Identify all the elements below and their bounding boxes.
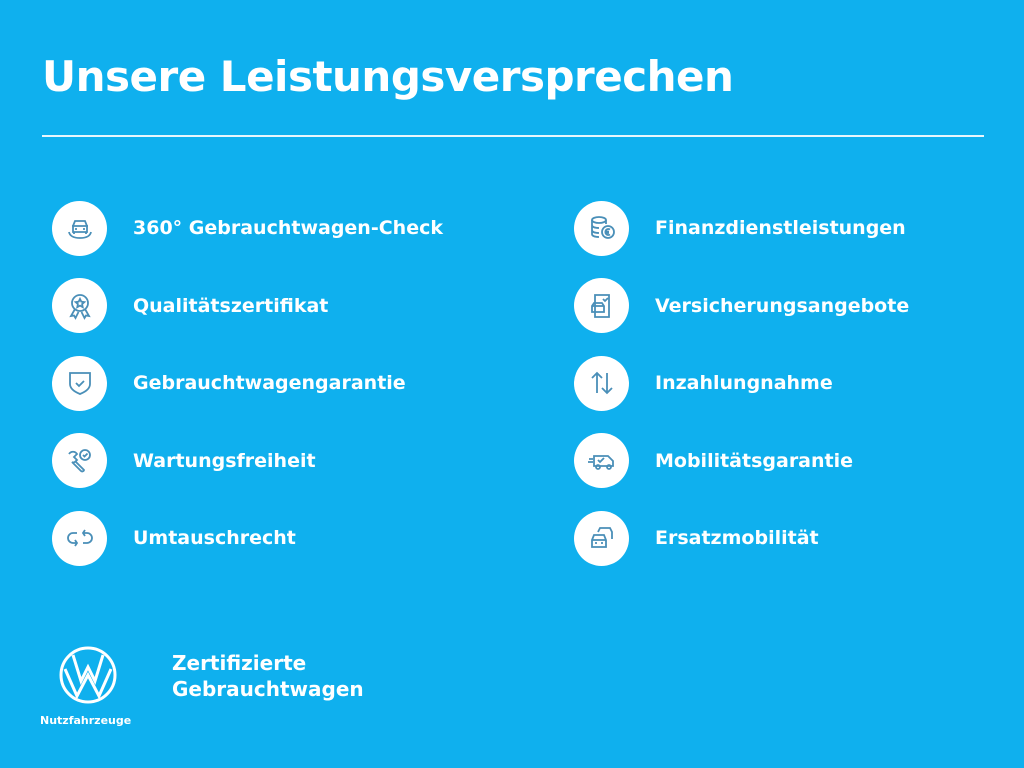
list-item: Inzahlungnahme <box>574 355 909 411</box>
brand-line-2: Gebrauchtwagen <box>172 677 364 701</box>
list-item: 360° Gebrauchtwagen-Check <box>52 200 443 256</box>
list-item: Gebrauchtwagengarantie <box>52 355 443 411</box>
exchange-arrows-icon <box>52 510 107 566</box>
list-item: Ersatzmobilität <box>574 510 909 566</box>
item-label: Qualitätszertifikat <box>133 294 329 317</box>
list-item: Mobilitätsgarantie <box>574 433 909 489</box>
item-label: Versicherungsangebote <box>655 294 910 317</box>
item-label: Umtauschrecht <box>133 527 296 549</box>
shield-check-icon <box>52 355 107 411</box>
list-item: Qualitätszertifikat <box>52 278 443 334</box>
divider <box>42 135 984 137</box>
insurance-document-icon <box>574 278 629 333</box>
left-service-list: 360° Gebrauchtwagen-Check Qualitätszerti… <box>52 200 443 588</box>
item-label: Gebrauchtwagengarantie <box>133 372 406 394</box>
replacement-car-icon <box>574 510 629 566</box>
page-title: Unsere Leistungsversprechen <box>42 52 734 101</box>
brand-line-1: Zertifizierte <box>172 651 307 675</box>
coins-euro-icon <box>574 200 629 256</box>
item-label: Mobilitätsgarantie <box>655 449 854 472</box>
brand-tagline: Zertifizierte Gebrauchtwagen <box>172 650 364 702</box>
car-check-icon <box>52 200 107 256</box>
van-speed-icon <box>574 433 629 488</box>
item-label: Wartungsfreiheit <box>133 449 316 472</box>
right-service-list: Finanzdienstleistungen Versicherungsange… <box>574 200 909 588</box>
item-label: Inzahlungnahme <box>655 372 833 394</box>
vw-logo <box>59 646 117 704</box>
list-item: Versicherungsangebote <box>574 278 909 334</box>
logo-subtitle: Nutzfahrzeuge <box>40 714 132 727</box>
list-item: Umtauschrecht <box>52 510 443 566</box>
up-down-arrows-icon <box>574 355 629 411</box>
item-label: 360° Gebrauchtwagen-Check <box>133 217 443 239</box>
award-badge-icon <box>52 278 107 333</box>
item-label: Finanzdienstleistungen <box>655 217 906 239</box>
list-item: Wartungsfreiheit <box>52 433 443 489</box>
list-item: Finanzdienstleistungen <box>574 200 909 256</box>
wrench-check-icon <box>52 433 107 488</box>
item-label: Ersatzmobilität <box>655 527 819 549</box>
